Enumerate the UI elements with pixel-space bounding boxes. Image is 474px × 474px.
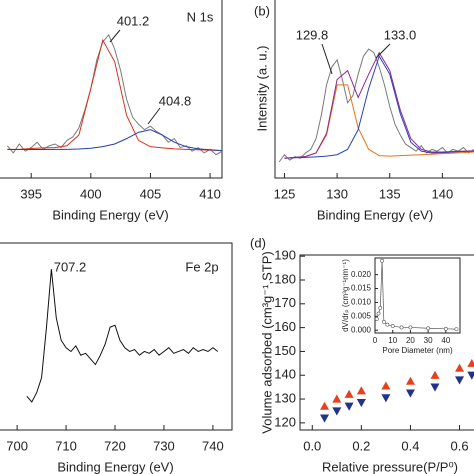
x-tick-label: 10 (388, 336, 397, 345)
point (381, 319, 386, 324)
point (380, 258, 384, 263)
x-tick-label: 740 (202, 438, 224, 453)
point (344, 389, 354, 398)
series-line (7, 129, 223, 152)
point (381, 381, 391, 390)
y-tick-label: 160 (274, 319, 296, 334)
point (332, 394, 342, 403)
annotation: 129.8 (296, 27, 329, 42)
annotation: 133.0 (384, 27, 417, 42)
point (332, 407, 342, 416)
panel-label: (b) (254, 3, 270, 18)
annotation-arrow (109, 29, 121, 43)
x-tick-label: 400 (80, 186, 102, 201)
point (467, 371, 474, 380)
panel-label: (d) (250, 235, 266, 250)
y-tick-label: 0.010 (351, 298, 372, 307)
annotation-arrow (321, 43, 333, 75)
y-tick-label: 130 (274, 390, 296, 405)
panel-title: Fe 2p (185, 259, 218, 274)
x-tick-label: 125 (274, 186, 296, 201)
point (374, 317, 379, 322)
x-axis-label: Pore Diameter (nm) (382, 346, 453, 355)
annotation-arrow (147, 107, 161, 125)
x-tick-label: 700 (6, 438, 28, 453)
point (455, 376, 465, 385)
x-tick-label: 30 (424, 336, 433, 345)
point (408, 325, 413, 330)
x-tick-label: 0.4 (401, 438, 419, 453)
x-axis-label: Binding Energy (eV) (57, 459, 173, 474)
y-tick-label: 140 (274, 367, 296, 382)
point (454, 327, 459, 332)
y-tick-label: 0.015 (351, 284, 372, 293)
point (426, 326, 431, 331)
y-tick-label: 170 (274, 295, 296, 310)
annotation-arrow (375, 43, 391, 59)
y-axis-label: dV/drₚ (cm³g⁻¹nm⁻¹) (341, 259, 350, 332)
x-tick-label: 405 (140, 186, 162, 201)
point (356, 386, 366, 395)
point (385, 322, 390, 327)
annotation: 401.2 (117, 13, 150, 28)
point (376, 311, 381, 316)
point (430, 370, 440, 379)
point (356, 399, 366, 408)
point (390, 324, 395, 328)
y-tick-label: 180 (274, 271, 296, 286)
point (443, 326, 448, 331)
y-tick-label: 0.005 (351, 311, 372, 320)
annotation: 707.2 (54, 259, 87, 274)
x-tick-label: 0 (373, 336, 378, 345)
y-tick-label: 150 (274, 343, 296, 358)
x-tick-label: 20 (406, 336, 415, 345)
series-line (278, 48, 474, 163)
x-tick-label: 0.6 (450, 438, 468, 453)
point (405, 389, 415, 398)
point (320, 414, 330, 423)
point (344, 402, 354, 411)
plot-frame (374, 257, 461, 334)
x-axis-label: Binding Energy (eV) (317, 207, 433, 222)
x-tick-label: 0.2 (352, 438, 370, 453)
x-tick-label: 0.0 (303, 438, 321, 453)
x-axis-label: Binding Energy (eV) (52, 207, 168, 222)
point (430, 383, 440, 392)
x-tick-label: 730 (153, 438, 175, 453)
point (378, 306, 383, 310)
plot-frame (0, 0, 223, 179)
point (320, 401, 330, 410)
point (381, 394, 391, 403)
x-axis-label: Relative pressure(P/P⁰) (322, 459, 458, 474)
plot-frame (299, 254, 474, 431)
annotation: 404.8 (159, 93, 192, 108)
y-tick-label: 0.020 (351, 270, 372, 279)
series-line (284, 51, 474, 159)
plot-frame (274, 0, 474, 179)
x-tick-label: 720 (104, 438, 126, 453)
x-tick-label: 710 (55, 438, 77, 453)
y-axis-label: Volume adsorbed (cm³g⁻¹,STP) (259, 251, 274, 433)
series-line (7, 38, 223, 152)
series-line (284, 84, 474, 159)
x-tick-label: 410 (199, 186, 221, 201)
x-tick-label: 140 (432, 186, 454, 201)
point (467, 358, 474, 367)
panel-title: N 1s (187, 9, 214, 24)
point (405, 376, 415, 385)
x-tick-label: 395 (20, 186, 42, 201)
y-tick-label: 0.000 (351, 325, 372, 334)
series-line (284, 55, 474, 159)
x-tick-label: 40 (441, 336, 450, 345)
y-tick-label: 120 (274, 414, 296, 429)
y-tick-label: 190 (274, 248, 296, 263)
point (399, 325, 404, 330)
x-tick-label: 135 (379, 186, 401, 201)
series-line (26, 269, 219, 403)
x-tick-label: 130 (326, 186, 348, 201)
y-axis-label: Intensity (a. u.) (254, 46, 269, 132)
point (455, 363, 465, 372)
